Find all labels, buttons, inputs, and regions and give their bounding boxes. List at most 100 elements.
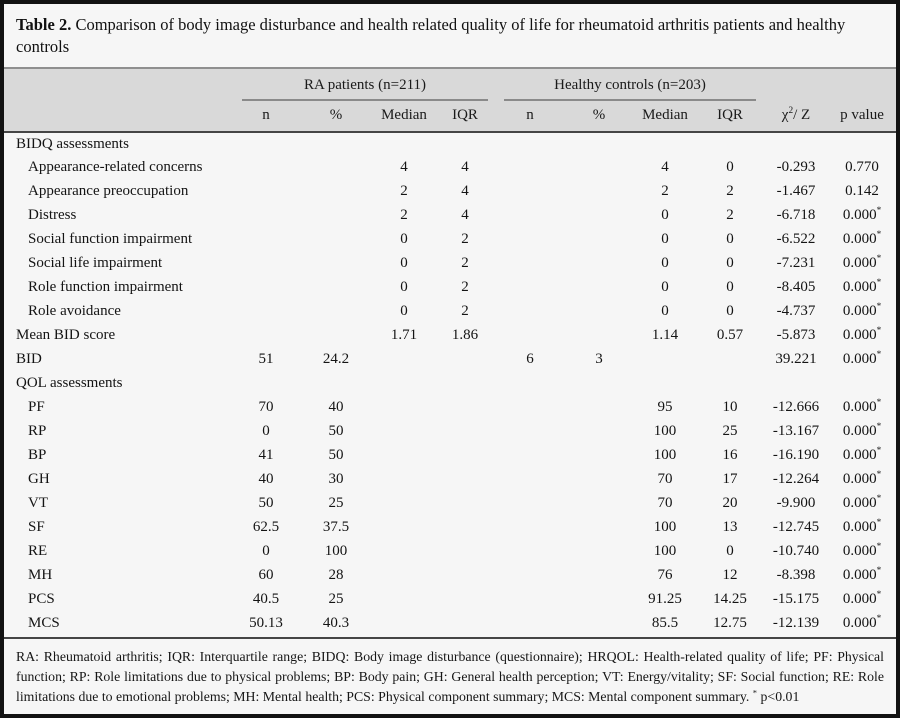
row-label: BP — [28, 447, 47, 464]
cell-hc-median: 95 — [657, 399, 673, 416]
significance-star: * — [876, 350, 882, 361]
cell-ra-median — [374, 612, 434, 636]
col-header-chi-z: χ2/ Z — [764, 66, 829, 133]
cell-ra-iqr: 2 — [461, 255, 469, 272]
cell-p-value: 0.000* — [842, 470, 882, 488]
col-header-ra-pct: % — [298, 100, 374, 133]
cell-hc-median: 0 — [661, 207, 669, 224]
cell-hc-pct — [564, 468, 634, 492]
significance-star: * — [876, 542, 882, 553]
cell-ra-pct — [298, 372, 374, 396]
cell-ra-median — [374, 444, 434, 468]
significance-star: * — [876, 254, 882, 265]
table-row: Social life impairment 0 2 0 0 -7.231 0.000* — [4, 252, 896, 276]
table-row: Mean BID score 1.71 1.86 1.14 0.57 -5.873 0.00… — [4, 324, 896, 348]
cell-ra-median — [374, 420, 434, 444]
cell-ra-pct: 25 — [328, 495, 344, 512]
row-label: PCS — [28, 591, 55, 608]
row-label: Mean BID score — [16, 327, 116, 344]
table-row: Role function impairment 0 2 0 0 -8.405 0.000* — [4, 276, 896, 300]
cell-hc-pct — [564, 372, 634, 396]
cell-chi-z: -12.666 — [772, 399, 820, 416]
cell-ra-n — [234, 300, 298, 324]
cell-hc-median: 0 — [661, 231, 669, 248]
cell-hc-median: 1.14 — [651, 327, 679, 344]
cell-hc-iqr: 0 — [726, 303, 734, 320]
cell-ra-pct — [298, 228, 374, 252]
chi-exponent: 2 — [788, 105, 794, 116]
cell-chi-z: 39.221 — [775, 351, 817, 368]
cell-ra-pct — [298, 132, 374, 156]
group-header-row: RA patients (n=211) Healthy controls (n=… — [4, 66, 896, 133]
cell-ra-pct: 24.2 — [322, 351, 350, 368]
cell-hc-iqr: 10 — [722, 399, 738, 416]
cell-ra-pct: 25 — [328, 591, 344, 608]
cell-ra-iqr: 4 — [461, 207, 469, 224]
cell-ra-iqr — [434, 612, 496, 636]
cell-hc-n — [496, 468, 564, 492]
cell-ra-n: 62.5 — [252, 519, 280, 536]
significance-star: * — [876, 206, 882, 217]
cell-hc-iqr — [696, 132, 764, 156]
group-healthy-controls: Healthy controls (n=203) — [496, 66, 765, 101]
cell-p-value: 0.000* — [842, 398, 882, 416]
cell-ra-pct: 100 — [324, 543, 348, 560]
significance-star: * — [876, 566, 882, 577]
cell-ra-median — [374, 132, 434, 156]
cell-p-value: 0.142 — [845, 183, 879, 200]
cell-hc-iqr — [696, 348, 764, 372]
cell-ra-iqr — [434, 492, 496, 516]
cell-ra-iqr — [434, 588, 496, 612]
col-header-hc-pct: % — [564, 100, 634, 133]
cell-hc-iqr: 25 — [722, 423, 738, 440]
table-row: PCS 40.5 25 91.25 14.25 -15.175 0.000* — [4, 588, 896, 612]
cell-hc-pct — [564, 492, 634, 516]
cell-hc-median: 4 — [661, 159, 669, 176]
row-label: MH — [28, 567, 53, 584]
cell-ra-median — [374, 516, 434, 540]
significance-star: * — [876, 230, 882, 241]
cell-p-value: 0.770 — [845, 159, 879, 176]
cell-p-value — [828, 372, 896, 396]
table-row: Role avoidance 0 2 0 0 -4.737 0.000* — [4, 300, 896, 324]
cell-hc-median: 100 — [653, 543, 677, 560]
cell-ra-pct: 40.3 — [322, 615, 350, 632]
col-header-ra-n: n — [234, 100, 298, 133]
cell-ra-pct: 30 — [328, 471, 344, 488]
cell-hc-pct — [564, 612, 634, 636]
cell-hc-iqr: 14.25 — [713, 591, 747, 608]
col-header-ra-median: Median — [374, 100, 434, 133]
col-header-hc-median: Median — [634, 100, 696, 133]
cell-chi-z: -1.467 — [776, 183, 816, 200]
cell-ra-median: 2 — [400, 183, 408, 200]
group-healthy-controls-label: Healthy controls (n=203) — [504, 77, 757, 101]
cell-hc-median: 2 — [661, 183, 669, 200]
cell-hc-n — [496, 444, 564, 468]
table-row: MCS 50.13 40.3 85.5 12.75 -12.139 0.000* — [4, 612, 896, 636]
cell-ra-median: 0 — [400, 303, 408, 320]
cell-hc-pct — [564, 132, 634, 156]
cell-ra-median: 2 — [400, 207, 408, 224]
cell-chi-z: -13.167 — [772, 423, 820, 440]
cell-ra-n: 60 — [258, 567, 274, 584]
subcolumn-header-row: n % Median IQR n % Median IQR — [4, 100, 896, 133]
cell-hc-n — [496, 372, 564, 396]
cell-hc-n — [496, 156, 564, 180]
group-ra-patients-label: RA patients (n=211) — [242, 77, 488, 101]
cell-ra-median — [374, 492, 434, 516]
col-header-ra-iqr: IQR — [434, 100, 496, 133]
section-row: BIDQ assessments — [4, 132, 896, 156]
group-ra-patients: RA patients (n=211) — [234, 66, 496, 101]
table-row: RE 0 100 100 0 -10.740 0.000* — [4, 540, 896, 564]
footnote-significance-level: p<0.01 — [757, 689, 800, 705]
cell-hc-n — [496, 396, 564, 420]
cell-ra-n — [234, 156, 298, 180]
row-label: RP — [28, 423, 47, 440]
cell-hc-median: 91.25 — [648, 591, 682, 608]
cell-ra-n: 0 — [262, 543, 270, 560]
cell-hc-n — [496, 204, 564, 228]
table-row: MH 60 28 76 12 -8.398 0.000* — [4, 564, 896, 588]
cell-hc-iqr: 0 — [726, 255, 734, 272]
cell-hc-median — [634, 132, 696, 156]
cell-ra-n: 40 — [258, 471, 274, 488]
